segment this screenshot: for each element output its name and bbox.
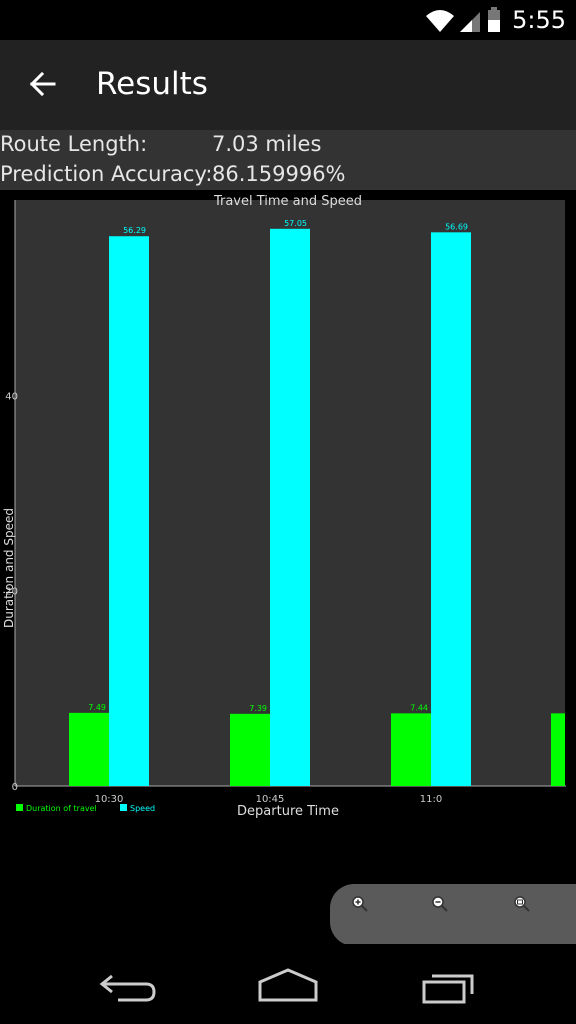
bar-duration-of-travel [391,713,431,786]
legend-swatch [16,804,23,811]
chart-svg: Travel Time and Speed 0 20 40 Duration and S… [2,194,566,819]
legend-swatch [120,804,127,811]
bar-value-label: 7.49 [88,703,106,712]
prediction-accuracy-row: Prediction Accuracy: 86.159996% [0,162,346,186]
status-time: 5:55 [512,6,566,34]
chart-title: Travel Time and Speed [213,194,362,209]
action-bar: Results [0,40,576,130]
x-tick-label: 10:30 [95,794,124,805]
zoom-out-icon[interactable] [430,894,450,914]
route-length-row: Route Length: 7.03 miles [0,132,321,156]
recents-icon[interactable] [408,964,488,1008]
bar-value-label: 56.69 [445,222,468,231]
bar-value-label: 7.44 [410,703,428,712]
zoom-reset-icon[interactable] [512,894,532,914]
wifi-signal-battery-icon [426,7,500,32]
y-tick-label: 20 [5,587,18,598]
back-icon[interactable] [88,964,168,1008]
route-length-label: Route Length: [0,132,148,156]
x-tick-label: 11:0 [420,794,442,805]
bar-speed [109,236,149,787]
bar-duration-of-travel [230,713,270,786]
y-tick-label: 0 [12,782,18,793]
zoom-in-icon[interactable] [350,894,370,914]
legend-label: Speed [130,804,155,813]
route-length-value: 7.03 miles [212,132,322,156]
prediction-accuracy-label: Prediction Accuracy: [0,162,213,186]
back-arrow-icon[interactable] [24,62,68,106]
legend-label: Duration of travel [26,804,97,813]
bar-speed [270,228,310,787]
x-axis-label: Departure Time [237,804,339,819]
home-icon[interactable] [248,964,328,1008]
zoom-controls [330,884,576,946]
y-axis-label: Duration and Speed [2,508,16,628]
bar-partial [551,713,565,786]
bar-value-label: 56.29 [123,226,146,235]
bar-duration-of-travel [69,712,109,786]
page-title: Results [96,66,208,102]
route-info-panel: Route Length: 7.03 miles Prediction Accu… [0,130,576,190]
prediction-accuracy-value: 86.159996% [212,162,346,186]
status-bar: 5:55 [0,0,576,40]
bar-value-label: 7.39 [249,704,267,713]
y-tick-label: 40 [5,391,18,402]
navigation-bar [0,944,576,1024]
x-tick-label: 10:45 [256,794,285,805]
status-icons [424,6,504,38]
bar-speed [431,232,471,787]
travel-chart[interactable]: Travel Time and Speed 0 20 40 Duration and S… [0,190,576,830]
bar-value-label: 57.05 [284,219,307,228]
